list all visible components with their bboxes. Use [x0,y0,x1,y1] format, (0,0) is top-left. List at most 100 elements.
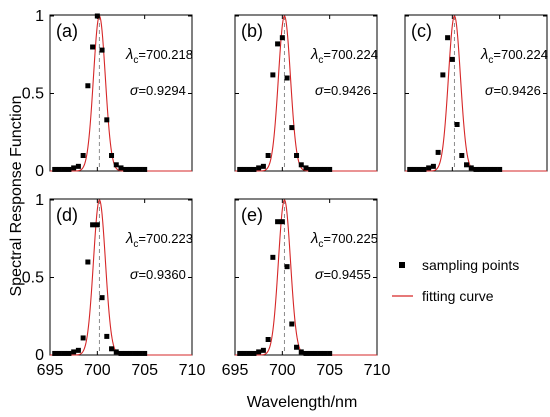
lambda-annotation: λc=700.224 [480,46,548,66]
y-tick-label: 0 [35,163,44,180]
sampling-point [66,166,72,172]
sampling-point [260,163,266,169]
legend: sampling points fitting curve [392,257,519,304]
lambda-annotation: λc=700.218 [125,46,193,66]
sampling-point [407,166,413,172]
sampling-point [132,350,138,356]
sampling-point [241,350,247,356]
sigma-annotation: σ=0.9426 [315,82,371,98]
sampling-point [90,222,96,228]
sampling-point [459,153,465,158]
sampling-point [109,346,115,352]
lambda-annotation: λc=700.223 [125,230,193,250]
sampling-point [411,166,417,172]
sampling-point [270,72,276,78]
fitting-curve [235,15,377,172]
sampling-point [71,165,77,171]
panel-d: 695 700 705 710 0 0.5 1 (d) λc=700.223 σ=0.9360 [22,192,206,379]
sigma-annotation: σ=0.9360 [130,266,186,282]
sampling-point [279,35,285,41]
x-tick-label: 710 [179,362,206,379]
x-tick-label: 705 [316,362,343,379]
sampling-point [52,166,58,172]
panel-e: 695 700 705 710 (e) λc=700.225 σ=0.9455 [222,198,391,379]
panel-label: (a) [56,21,78,41]
sampling-point [109,153,115,158]
y-axis-label: Spectral Response Function [8,96,25,297]
y-tick-label: 0.5 [22,86,44,103]
x-tick-label: 710 [364,362,391,379]
sampling-point [317,166,323,172]
y-tick-label: 1 [35,192,44,209]
sampling-point [142,350,148,356]
panel-a: 0 0.5 1 (a) λc=700.218 σ=0.9294 [22,8,193,180]
sampling-point [289,321,295,327]
sampling-point [284,75,290,81]
sampling-point [256,349,262,355]
sampling-point [104,117,110,123]
sampling-point [137,166,143,172]
sigma-annotation: σ=0.9294 [130,82,186,98]
lambda-annotation: λc=700.225 [310,230,378,250]
x-tick-label: 705 [131,362,158,379]
x-axis-label: Wavelength/nm [247,394,358,411]
legend-point-marker [399,262,405,268]
y-tick-label: 0 [35,347,44,364]
sampling-point [241,166,247,172]
x-tick-label: 700 [84,362,111,379]
sampling-point [251,350,257,356]
sampling-point [464,162,470,168]
sampling-point [308,166,314,172]
sampling-point [246,350,252,356]
sampling-point [85,259,91,265]
sampling-point [132,166,138,172]
panel-label: (e) [241,205,263,225]
sampling-point [322,166,328,172]
sigma-annotation: σ=0.9455 [315,266,371,282]
sampling-point [426,165,432,171]
sampling-point [454,122,460,127]
sampling-point [416,166,422,172]
sampling-point [99,295,105,301]
sigma-annotation: σ=0.9426 [485,82,541,98]
sampling-point [56,350,62,356]
sampling-point [421,166,427,172]
sampling-point [75,347,81,353]
sampling-point [294,153,300,158]
legend-curve-label: fitting curve [422,288,494,304]
sampling-point [312,166,318,172]
y-tick-label: 1 [35,8,44,25]
sampling-point [113,162,119,168]
sampling-point [80,153,86,158]
sampling-point [289,125,295,131]
panel-c: (c) λc=700.224 σ=0.9426 [404,14,548,172]
sampling-point [473,166,479,172]
x-tick-label: 695 [222,362,249,379]
sampling-point [118,350,124,356]
sampling-point [449,56,455,62]
sampling-point [308,350,314,356]
sampling-point [275,41,281,47]
sampling-point [327,350,333,356]
sampling-point [478,166,484,172]
sampling-point [468,165,474,171]
sampling-point [71,349,77,355]
x-tick-label: 695 [37,362,64,379]
sampling-point [435,149,441,155]
sampling-point [265,337,271,342]
sampling-point [118,165,124,171]
sampling-point [279,219,285,225]
sampling-point [142,166,148,172]
fitting-curve [50,15,192,172]
sampling-point [123,166,129,172]
panel-label: (d) [56,205,78,225]
sampling-point [123,350,129,356]
sampling-point [284,264,290,270]
y-tick-label: 0.5 [22,270,44,287]
sampling-point [303,165,309,171]
sampling-point [61,350,67,356]
lambda-annotation: λc=700.224 [310,46,378,66]
sampling-point [430,163,436,169]
sampling-point [85,83,91,89]
sampling-point [487,166,493,172]
